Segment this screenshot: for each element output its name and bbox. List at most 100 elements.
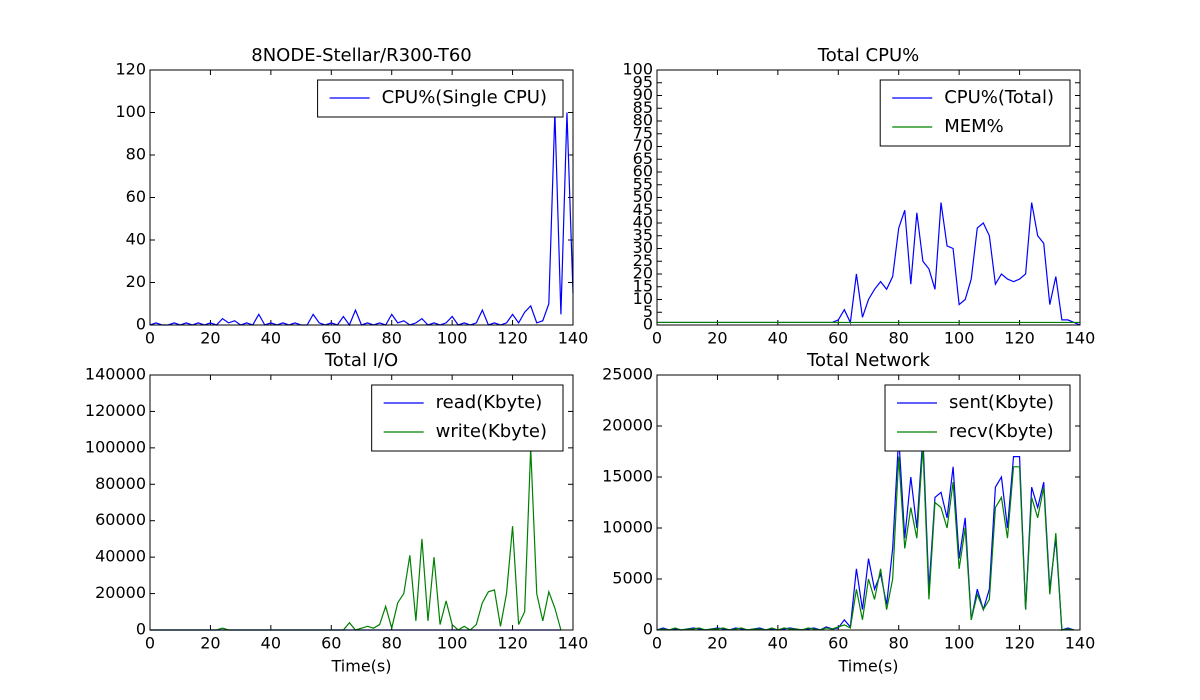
x-tick-label: 40 bbox=[768, 634, 788, 653]
subplot: 8NODE-Stellar/R300-T60 0 20 40 60 80 100 120 140… bbox=[115, 45, 588, 348]
y-tick-label: 20000 bbox=[95, 583, 146, 602]
x-tick-label: 100 bbox=[437, 329, 468, 348]
legend-label: write(Kbyte) bbox=[436, 421, 547, 442]
subplot: Total I/O Time(s) 0 20 40 60 80 100 120 140 0 20000… bbox=[85, 350, 588, 676]
x-tick-label: 100 bbox=[944, 634, 975, 653]
y-tick-label: 15 bbox=[633, 276, 653, 295]
x-tick-label: 140 bbox=[1065, 329, 1096, 348]
y-tick-label: 55 bbox=[633, 174, 653, 193]
subplot: Total CPU%0 20 40 60 80 100 120 140051015202530… bbox=[622, 45, 1095, 348]
y-tick-label: 70 bbox=[633, 136, 653, 155]
x-tick-label: 60 bbox=[321, 329, 341, 348]
axes-frame bbox=[149, 69, 574, 326]
y-tick-label: 15000 bbox=[602, 467, 653, 486]
x-tick-label: 60 bbox=[321, 634, 341, 653]
y-tick-label: 80 bbox=[126, 145, 146, 164]
y-tick-label: 40 bbox=[633, 213, 653, 232]
y-tick-label: 75 bbox=[633, 123, 653, 142]
y-tick-label: 85 bbox=[633, 98, 653, 117]
x-tick-label: 120 bbox=[497, 329, 528, 348]
y-tick-label: 80000 bbox=[95, 474, 146, 493]
subplot-title: Total CPU% bbox=[817, 45, 919, 66]
x-tick-label: 100 bbox=[437, 634, 468, 653]
x-tick-label: 0 bbox=[652, 634, 662, 653]
x-tick-label: 80 bbox=[382, 634, 402, 653]
y-tick-label: 20 bbox=[633, 264, 653, 283]
x-tick-label: 60 bbox=[828, 634, 848, 653]
x-tick-label: 0 bbox=[145, 634, 155, 653]
x-tick-label: 140 bbox=[558, 329, 589, 348]
y-tick-label: 5 bbox=[643, 302, 653, 321]
x-tick-label: 140 bbox=[558, 634, 589, 653]
y-tick-label: 100000 bbox=[85, 437, 146, 456]
y-tick-label: 60000 bbox=[95, 510, 146, 529]
subplot-title: Total Network bbox=[806, 350, 930, 371]
y-tick-label: 45 bbox=[633, 200, 653, 219]
y-tick-label: 40 bbox=[126, 230, 146, 249]
subplot-title: Total I/O bbox=[324, 350, 398, 371]
y-tick-label: 25000 bbox=[602, 365, 653, 384]
axes-frame bbox=[656, 374, 1081, 631]
x-tick-label: 100 bbox=[944, 329, 975, 348]
legend-label: MEM% bbox=[944, 116, 1004, 137]
y-tick-label: 60 bbox=[126, 187, 146, 206]
y-tick-label: 50 bbox=[633, 187, 653, 206]
legend-box bbox=[884, 384, 1071, 452]
x-tick-label: 0 bbox=[652, 329, 662, 348]
y-tick-label: 120 bbox=[115, 60, 146, 79]
legend-label: CPU%(Single CPU) bbox=[382, 87, 547, 108]
legend: read(Kbyte) write(Kbyte) bbox=[371, 384, 564, 452]
legend: CPU%(Single CPU) bbox=[317, 79, 564, 118]
legend-label: CPU%(Total) bbox=[944, 87, 1054, 108]
axes-frame bbox=[149, 374, 574, 631]
y-tick-label: 0 bbox=[643, 315, 653, 334]
x-tick-label: 20 bbox=[707, 634, 727, 653]
legend-box bbox=[879, 79, 1071, 147]
legend-box bbox=[371, 384, 564, 452]
y-tick-label: 25 bbox=[633, 251, 653, 270]
y-tick-label: 100 bbox=[115, 102, 146, 121]
x-tick-label: 40 bbox=[768, 329, 788, 348]
y-tick-label: 95 bbox=[633, 72, 653, 91]
y-tick-label: 120000 bbox=[85, 401, 146, 420]
x-tick-label: 40 bbox=[261, 634, 281, 653]
x-tick-label: 80 bbox=[889, 634, 909, 653]
y-tick-label: 0 bbox=[136, 620, 146, 639]
subplot-title: 8NODE-Stellar/R300-T60 bbox=[251, 45, 471, 66]
x-tick-label: 60 bbox=[828, 329, 848, 348]
y-tick-label: 0 bbox=[643, 620, 653, 639]
x-axis-label: Time(s) bbox=[331, 657, 392, 676]
legend-label: read(Kbyte) bbox=[436, 392, 543, 413]
series-line bbox=[656, 446, 1075, 631]
y-tick-label: 10 bbox=[633, 289, 653, 308]
y-tick-label: 20 bbox=[126, 272, 146, 291]
subplot: Total Network Time(s) 0 20 40 60 80 100 120 140 0 5… bbox=[602, 350, 1095, 676]
y-tick-label: 65 bbox=[633, 149, 653, 168]
y-tick-label: 10000 bbox=[602, 518, 653, 537]
y-tick-label: 90 bbox=[633, 85, 653, 104]
x-tick-label: 120 bbox=[497, 634, 528, 653]
x-tick-label: 20 bbox=[200, 634, 220, 653]
y-tick-label: 40000 bbox=[95, 547, 146, 566]
legend: CPU%(Total) MEM% bbox=[879, 79, 1071, 147]
y-tick-label: 80 bbox=[633, 111, 653, 130]
y-tick-label: 100 bbox=[622, 60, 653, 79]
x-tick-label: 0 bbox=[145, 329, 155, 348]
x-tick-label: 20 bbox=[707, 329, 727, 348]
x-tick-label: 120 bbox=[1004, 329, 1035, 348]
y-tick-label: 35 bbox=[633, 225, 653, 244]
y-tick-label: 60 bbox=[633, 162, 653, 181]
legend-label: sent(Kbyte) bbox=[949, 392, 1054, 413]
legend-box bbox=[317, 79, 564, 118]
legend-label: recv(Kbyte) bbox=[949, 421, 1054, 442]
x-tick-label: 20 bbox=[200, 329, 220, 348]
axes-frame bbox=[656, 69, 1081, 326]
y-tick-label: 140000 bbox=[85, 365, 146, 384]
x-tick-label: 80 bbox=[889, 329, 909, 348]
legend: sent(Kbyte) recv(Kbyte) bbox=[884, 384, 1071, 452]
x-axis-label: Time(s) bbox=[838, 657, 899, 676]
y-tick-label: 0 bbox=[136, 315, 146, 334]
x-tick-label: 40 bbox=[261, 329, 281, 348]
y-tick-label: 5000 bbox=[612, 569, 653, 588]
